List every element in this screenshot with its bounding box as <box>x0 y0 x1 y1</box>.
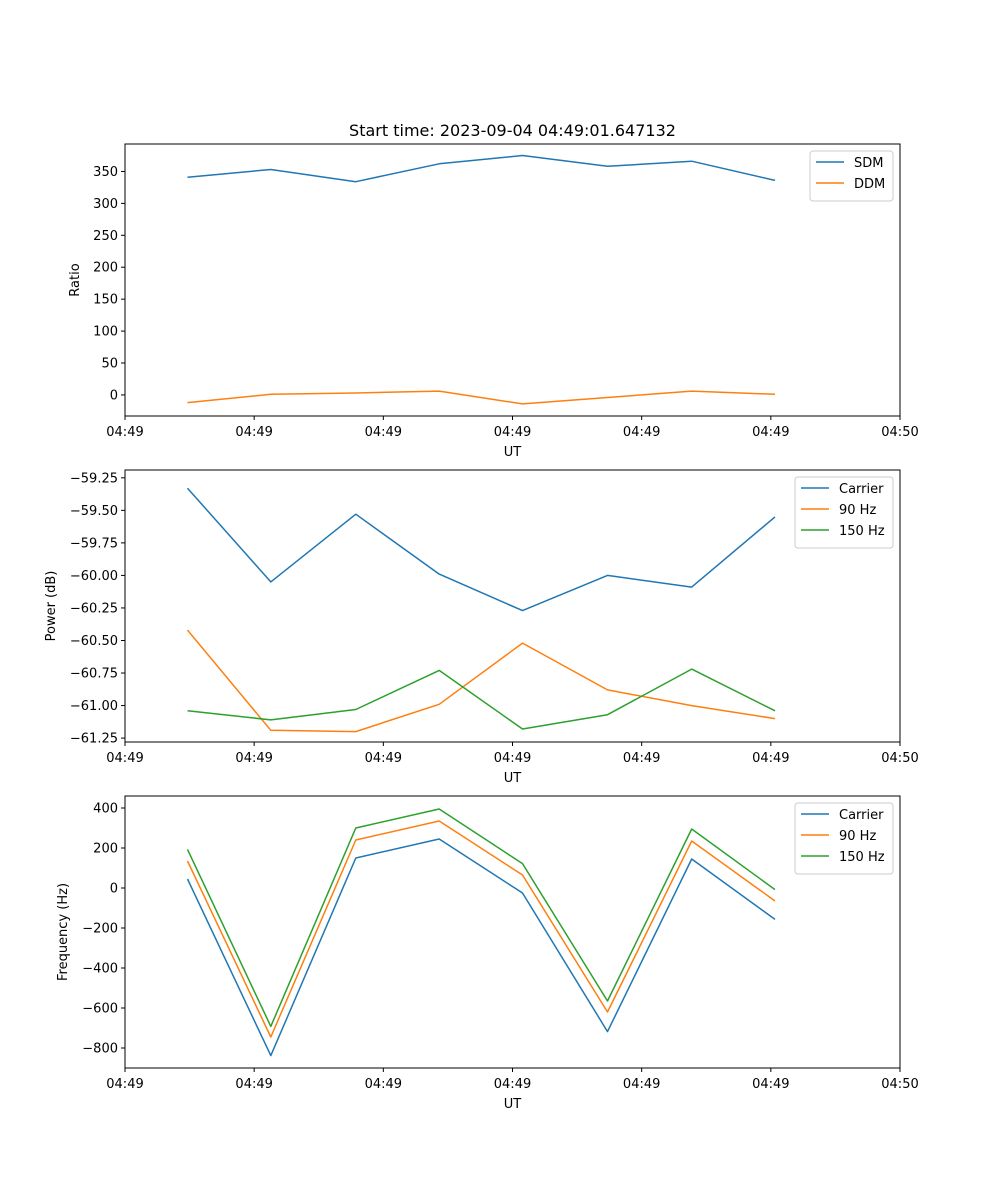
x-tick-label: 04:50 <box>881 751 918 766</box>
y-tick-label: −59.25 <box>70 471 118 486</box>
y-axis-label: Frequency (Hz) <box>56 883 71 981</box>
y-tick-label: 100 <box>93 325 118 340</box>
legend-label: Carrier <box>839 482 884 497</box>
y-tick-label: 0 <box>110 388 118 403</box>
90-hz-line <box>186 629 776 733</box>
ratio-subplot: Start time: 2023-09-04 04:49:01.647132 0… <box>68 121 919 460</box>
legend-label: 150 Hz <box>839 850 885 865</box>
legend-label: 90 Hz <box>839 829 876 844</box>
y-axis-label: Ratio <box>68 263 83 296</box>
y-tick-label: −60.75 <box>70 667 118 682</box>
carrier-line <box>186 838 776 1057</box>
frequency-subplot: 04:49 04:49 04:49 04:49 04:49 04:49 04:50 −800 −… <box>56 795 919 1112</box>
ddm-line <box>187 390 776 405</box>
axis-ticks: 04:49 04:49 04:49 04:49 04:49 04:49 04:50 −800 −… <box>82 802 918 1093</box>
x-tick-label: 04:49 <box>235 751 272 766</box>
y-tick-label: 400 <box>93 802 118 817</box>
y-tick-label: −59.75 <box>70 536 118 551</box>
data-lines <box>187 154 776 405</box>
legend-label: Carrier <box>839 808 884 823</box>
y-tick-label: 200 <box>93 842 118 857</box>
carrier-line <box>186 487 776 612</box>
x-tick-label: 04:49 <box>623 425 660 440</box>
x-tick-label: 04:49 <box>623 751 660 766</box>
legend-label: 150 Hz <box>839 524 885 539</box>
x-tick-label: 04:49 <box>106 751 143 766</box>
y-tick-label: −59.50 <box>70 504 118 519</box>
legend-label: SDM <box>854 156 883 171</box>
y-tick-label: −60.50 <box>70 634 118 649</box>
sdm-line <box>187 154 776 183</box>
x-tick-label: 04:49 <box>235 425 272 440</box>
x-tick-label: 04:49 <box>752 751 789 766</box>
x-tick-label: 04:49 <box>106 425 143 440</box>
legend-box <box>809 150 894 202</box>
x-tick-label: 04:49 <box>235 1077 272 1092</box>
y-tick-label: 0 <box>110 882 118 897</box>
x-tick-label: 04:50 <box>881 1077 918 1092</box>
y-tick-label: 150 <box>93 293 118 308</box>
x-axis-label: UT <box>504 1097 522 1112</box>
x-tick-label: 04:49 <box>365 425 402 440</box>
y-tick-label: −800 <box>82 1042 118 1057</box>
x-tick-label: 04:49 <box>494 751 531 766</box>
plot-frame <box>124 143 901 417</box>
legend-label: DDM <box>854 177 885 192</box>
x-tick-label: 04:50 <box>881 425 918 440</box>
plot-frame <box>124 469 901 743</box>
data-lines <box>186 487 776 733</box>
y-tick-label: −400 <box>82 962 118 977</box>
y-tick-label: 200 <box>93 261 118 276</box>
legend: Carrier 90 Hz 150 Hz <box>794 476 894 549</box>
y-tick-label: 350 <box>93 165 118 180</box>
y-tick-label: 250 <box>93 229 118 244</box>
150-hz-line <box>187 668 776 730</box>
y-tick-label: −200 <box>82 922 118 937</box>
chart-title: Start time: 2023-09-04 04:49:01.647132 <box>349 121 676 140</box>
y-axis-label: Power (dB) <box>44 571 59 642</box>
plot-frame <box>124 795 901 1069</box>
x-tick-label: 04:49 <box>106 1077 143 1092</box>
y-tick-label: 50 <box>101 357 118 372</box>
legend-label: 90 Hz <box>839 503 876 518</box>
y-tick-label: −61.25 <box>70 732 118 747</box>
x-axis-label: UT <box>504 771 522 786</box>
x-tick-label: 04:49 <box>623 1077 660 1092</box>
90-hz-line <box>186 820 776 1038</box>
x-axis-label: UT <box>504 445 522 460</box>
x-tick-label: 04:49 <box>752 425 789 440</box>
x-tick-label: 04:49 <box>365 1077 402 1092</box>
axis-ticks: 04:49 04:49 04:49 04:49 04:49 04:49 04:50 −61.2… <box>70 471 919 766</box>
150-hz-line <box>186 808 776 1028</box>
y-tick-label: −600 <box>82 1002 118 1017</box>
x-tick-label: 04:49 <box>494 1077 531 1092</box>
x-tick-label: 04:49 <box>494 425 531 440</box>
y-tick-label: −60.00 <box>70 569 118 584</box>
axis-ticks: 04:49 04:49 04:49 04:49 04:49 04:49 04:50 0 50 10… <box>93 165 919 440</box>
y-tick-label: 300 <box>93 197 118 212</box>
data-lines <box>186 808 776 1057</box>
power-subplot: 04:49 04:49 04:49 04:49 04:49 04:49 04:50 −61.2… <box>44 469 919 786</box>
legend: Carrier 90 Hz 150 Hz <box>794 802 894 875</box>
legend: SDM DDM <box>809 150 894 202</box>
x-tick-label: 04:49 <box>752 1077 789 1092</box>
y-tick-label: −60.25 <box>70 601 118 616</box>
x-tick-label: 04:49 <box>365 751 402 766</box>
y-tick-label: −61.00 <box>70 699 118 714</box>
